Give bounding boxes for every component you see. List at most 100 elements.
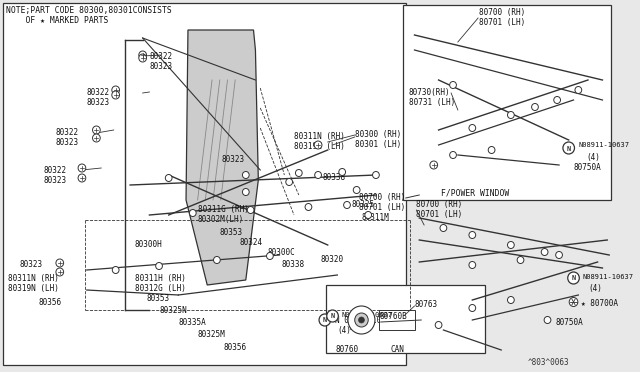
Text: 80300C: 80300C: [268, 248, 296, 257]
Circle shape: [139, 51, 147, 59]
Circle shape: [319, 314, 331, 326]
Text: 80311H (RH): 80311H (RH): [135, 274, 186, 283]
Circle shape: [358, 317, 364, 323]
Circle shape: [243, 171, 249, 179]
Circle shape: [556, 251, 563, 259]
Text: N: N: [323, 317, 327, 324]
Text: CAN: CAN: [390, 345, 404, 354]
Bar: [3, 3, 406, 365]
Circle shape: [56, 268, 63, 276]
Text: (4): (4): [337, 326, 351, 335]
Text: 80323: 80323: [44, 176, 67, 185]
Text: 80338: 80338: [323, 173, 346, 182]
Text: 80311N (RH): 80311N (RH): [8, 274, 59, 283]
Circle shape: [440, 224, 447, 231]
Text: 80311G (RH): 80311G (RH): [198, 205, 248, 214]
Text: 80324: 80324: [239, 238, 262, 247]
Circle shape: [568, 272, 579, 284]
Circle shape: [93, 126, 100, 134]
Circle shape: [189, 209, 196, 217]
Text: 80731 (LH): 80731 (LH): [409, 98, 455, 107]
Text: 80750A: 80750A: [556, 318, 583, 327]
Circle shape: [339, 169, 346, 176]
Text: 80311N (RH): 80311N (RH): [294, 132, 345, 141]
Text: N 08911-10637: N 08911-10637: [335, 316, 396, 325]
Circle shape: [165, 174, 172, 182]
Circle shape: [575, 87, 582, 93]
Circle shape: [247, 206, 254, 214]
Text: 80325N: 80325N: [159, 306, 187, 315]
Text: 80700 (RH): 80700 (RH): [479, 8, 525, 17]
Text: 80323: 80323: [19, 260, 42, 269]
Text: N08911-10637: N08911-10637: [579, 142, 629, 148]
Circle shape: [78, 164, 86, 172]
Text: 80700 (RH): 80700 (RH): [358, 193, 405, 202]
Text: 80701 (LH): 80701 (LH): [479, 18, 525, 27]
Text: (4): (4): [588, 284, 602, 293]
Circle shape: [56, 259, 63, 267]
Text: 80300 (RH): 80300 (RH): [355, 130, 401, 139]
Circle shape: [93, 134, 100, 142]
Circle shape: [353, 186, 360, 193]
Text: 80335A: 80335A: [179, 318, 206, 327]
Circle shape: [348, 306, 375, 334]
Text: N: N: [330, 314, 335, 320]
Text: 80750A: 80750A: [573, 163, 601, 172]
Circle shape: [266, 253, 273, 260]
Text: N: N: [572, 276, 575, 282]
Text: 80760B: 80760B: [380, 312, 408, 321]
Text: 80760: 80760: [335, 345, 358, 354]
Circle shape: [112, 91, 120, 99]
Circle shape: [554, 96, 561, 103]
Text: 80312G (LH): 80312G (LH): [135, 284, 186, 293]
Text: N08911-10637: N08911-10637: [582, 274, 633, 280]
Text: 80322: 80322: [44, 166, 67, 175]
Circle shape: [286, 179, 292, 186]
Circle shape: [315, 171, 321, 179]
Text: 80322: 80322: [56, 128, 79, 137]
Text: 80322: 80322: [87, 88, 110, 97]
Circle shape: [569, 298, 578, 307]
Text: 80323: 80323: [56, 138, 79, 147]
Text: 80730(RH): 80730(RH): [409, 88, 451, 97]
Circle shape: [435, 321, 442, 328]
Circle shape: [532, 103, 538, 110]
Circle shape: [517, 257, 524, 263]
Circle shape: [314, 141, 322, 149]
Text: 80763: 80763: [415, 300, 438, 309]
Text: 80319N (LH): 80319N (LH): [8, 284, 59, 293]
Circle shape: [450, 81, 456, 89]
Circle shape: [139, 54, 147, 62]
Text: 80323: 80323: [149, 62, 173, 71]
Text: 80353: 80353: [147, 294, 170, 303]
Bar: [326, 285, 485, 353]
Circle shape: [488, 147, 495, 154]
Circle shape: [156, 263, 163, 269]
Circle shape: [305, 203, 312, 211]
Text: 80323: 80323: [221, 155, 245, 164]
Text: 80356: 80356: [223, 343, 247, 352]
Text: 80311M: 80311M: [362, 213, 389, 222]
Circle shape: [243, 189, 249, 196]
Text: 80353: 80353: [220, 228, 243, 237]
Circle shape: [214, 257, 220, 263]
Circle shape: [508, 112, 515, 119]
Circle shape: [508, 296, 515, 304]
Text: ^803^0063: ^803^0063: [528, 358, 570, 367]
Text: (4): (4): [586, 153, 600, 162]
Text: 80325M: 80325M: [198, 330, 225, 339]
Circle shape: [112, 266, 119, 273]
Circle shape: [508, 241, 515, 248]
Circle shape: [469, 231, 476, 238]
Text: OF ★ MARKED PARTS: OF ★ MARKED PARTS: [6, 16, 108, 25]
Text: ★ 80700A: ★ 80700A: [581, 299, 618, 308]
Text: 80302M(LH): 80302M(LH): [198, 215, 244, 224]
Circle shape: [365, 212, 372, 218]
Text: N: N: [566, 145, 571, 151]
Text: 80322: 80322: [149, 52, 173, 61]
Circle shape: [296, 170, 302, 176]
Circle shape: [563, 142, 575, 154]
Text: 80300H: 80300H: [135, 240, 163, 249]
Text: 80323: 80323: [87, 98, 110, 107]
Text: N08911-10637: N08911-10637: [341, 312, 392, 318]
